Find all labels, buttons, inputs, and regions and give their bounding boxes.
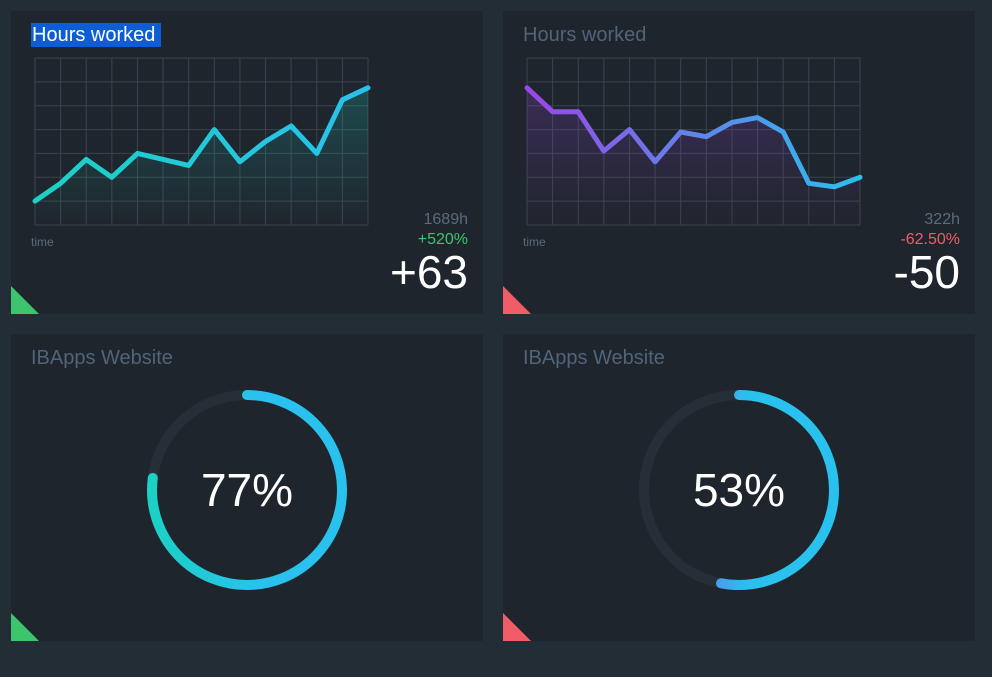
x-axis-label: time xyxy=(31,235,54,249)
trend-up-indicator xyxy=(11,286,39,314)
total-hours: 1689h xyxy=(423,211,469,228)
series-line xyxy=(524,85,863,190)
gauge-progress-arc xyxy=(147,390,347,590)
change-value: -50 xyxy=(893,246,960,298)
hours-chart-1 xyxy=(32,57,371,226)
gauge-value: 53% xyxy=(692,464,786,516)
x-axis-label: time xyxy=(523,235,546,249)
gauge-progress-arc xyxy=(639,390,839,590)
hours-worked-card-2[interactable]: Hours worked time 322h -62.50% -50 xyxy=(503,11,975,314)
website-gauge-card-2[interactable]: IBApps Website 53% xyxy=(503,334,975,641)
card-title: IBApps Website xyxy=(523,347,665,369)
line-area xyxy=(527,87,860,225)
card-title: IBApps Website xyxy=(31,347,173,369)
hours-chart-2 xyxy=(524,57,863,226)
change-percent: -62.50% xyxy=(900,231,960,248)
trend-up-indicator xyxy=(11,613,39,641)
progress-ring-1 xyxy=(147,390,347,590)
line-area xyxy=(35,87,368,225)
trend-down-indicator xyxy=(503,613,531,641)
trend-down-indicator xyxy=(503,286,531,314)
card-title: Hours worked xyxy=(31,23,162,47)
change-value: +63 xyxy=(389,246,468,298)
progress-ring-2 xyxy=(639,390,839,590)
series-line xyxy=(32,85,371,204)
total-hours: 322h xyxy=(924,211,960,228)
card-title: Hours worked xyxy=(523,24,647,46)
change-percent: +520% xyxy=(417,231,468,248)
website-gauge-card-1[interactable]: IBApps Website 77% xyxy=(11,334,483,641)
hours-worked-card-1[interactable]: Hours worked time 1689h +520% +63 xyxy=(11,11,483,314)
gauge-value: 77% xyxy=(200,464,294,516)
